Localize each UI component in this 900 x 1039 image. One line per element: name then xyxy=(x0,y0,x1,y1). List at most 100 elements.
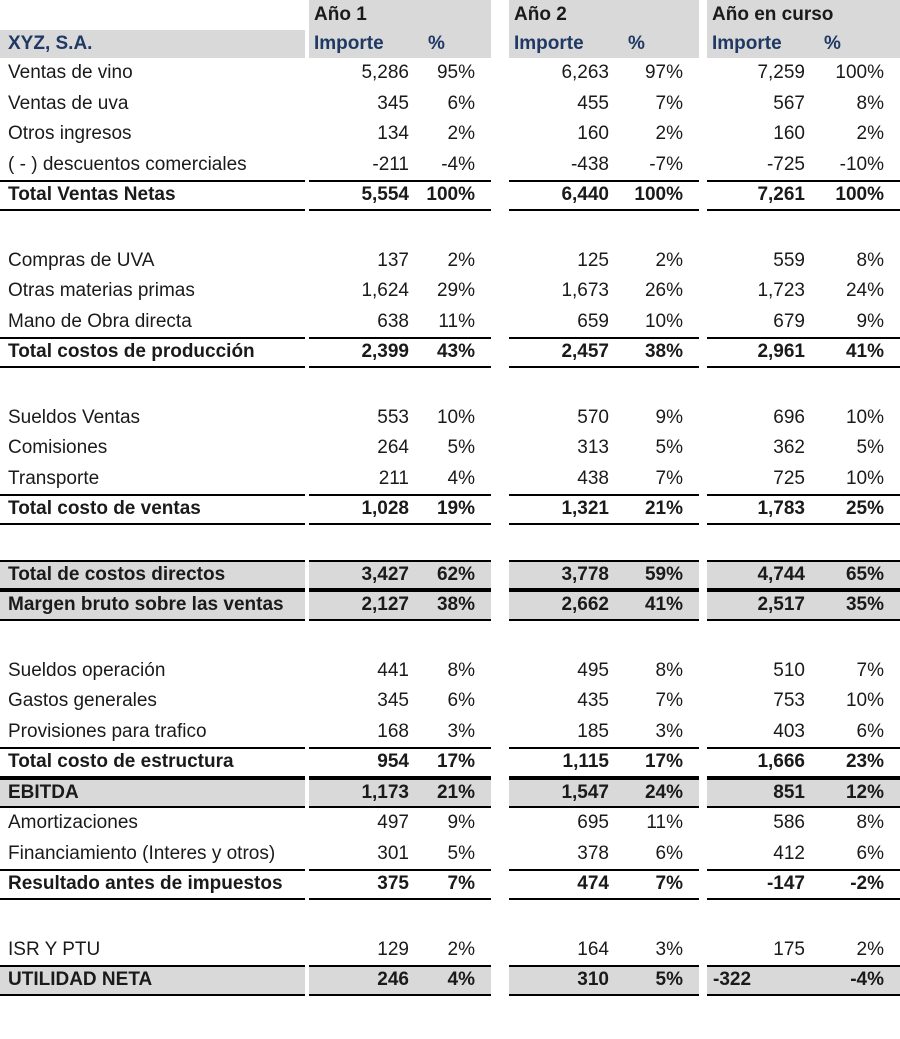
row-label: Amortizaciones xyxy=(8,812,138,834)
percent-cell-year2: 5% xyxy=(621,965,699,996)
amount-cell-year1: 345 xyxy=(377,690,409,712)
amount-cell-current: 510 xyxy=(773,659,805,681)
current-year-group-header: Año en curso xyxy=(707,0,900,30)
table-row: Otros ingresos 134 2% 160 2% 160 2% xyxy=(0,119,900,150)
amount-cell-year1: 345 xyxy=(377,92,409,114)
amount-cell-current: 175 xyxy=(773,938,805,960)
amount-cell-current: 559 xyxy=(773,249,805,271)
percent-cell-year2: 24% xyxy=(621,777,699,808)
column-gap xyxy=(491,839,509,870)
percent-cell-current: 100% xyxy=(835,62,884,84)
amount-cell-current: -147 xyxy=(707,869,817,900)
column-gap xyxy=(699,656,707,687)
percent-cell-current: 6% xyxy=(856,842,884,864)
row-label: UTILIDAD NETA xyxy=(0,965,305,996)
percent-cell-year1: 2% xyxy=(447,938,475,960)
table-row: Gastos generales 345 6% 435 7% 753 10% xyxy=(0,686,900,717)
amount-cell-year1: 2,127 xyxy=(309,590,421,621)
percent-cell-year1: -4% xyxy=(441,153,475,175)
column-gap xyxy=(491,494,509,525)
column-gap xyxy=(491,747,509,778)
header-empty-corner xyxy=(0,0,305,30)
percent-cell-year1: 95% xyxy=(436,62,475,84)
percent-header-current: % xyxy=(817,30,900,58)
amount-cell-year1: 375 xyxy=(309,869,421,900)
column-gap xyxy=(491,808,509,839)
percent-cell-year2: 3% xyxy=(655,938,683,960)
percent-cell-year2: 97% xyxy=(644,62,683,84)
column-gap xyxy=(491,560,509,591)
percent-cell-year2: 11% xyxy=(646,812,683,834)
percent-cell-year2: 59% xyxy=(621,559,699,590)
column-gap xyxy=(491,246,509,277)
amount-cell-year1: 1,624 xyxy=(361,280,409,302)
percent-cell-current: 12% xyxy=(817,777,900,808)
percent-cell-year2: 7% xyxy=(621,869,699,900)
percent-cell-year1: 7% xyxy=(421,869,491,900)
row-label: Total Ventas Netas xyxy=(0,180,305,211)
table-row: ISR Y PTU 129 2% 164 3% 175 2% xyxy=(0,935,900,966)
column-gap xyxy=(491,337,509,368)
amount-cell-year2: 2,662 xyxy=(509,590,621,621)
amount-cell-current: 586 xyxy=(773,812,805,834)
percent-cell-year2: 6% xyxy=(655,842,683,864)
amount-cell-year1: 1,028 xyxy=(309,494,421,525)
percent-cell-year2: 5% xyxy=(655,437,683,459)
amount-cell-year2: 125 xyxy=(577,249,609,271)
percent-cell-year1: 8% xyxy=(447,659,475,681)
amount-cell-year2: 160 xyxy=(577,123,609,145)
amount-cell-current: 412 xyxy=(773,842,805,864)
company-name: XYZ, S.A. xyxy=(0,30,305,58)
spacer-row xyxy=(0,525,900,560)
percent-cell-year2: 41% xyxy=(621,590,699,621)
amount-cell-year1: 3,427 xyxy=(309,559,421,590)
table-row: Otras materias primas 1,624 29% 1,673 26% 1,7… xyxy=(0,276,900,307)
row-label: Sueldos operación xyxy=(8,659,166,681)
amount-cell-year1: 553 xyxy=(377,406,409,428)
row-label: Otros ingresos xyxy=(8,123,132,145)
row-label: Total costo de ventas xyxy=(0,494,305,525)
table-body: Ventas de vino 5,286 95% 6,263 97% 7,259 100% V… xyxy=(0,58,900,996)
amount-cell-year2: 495 xyxy=(577,659,609,681)
year1-group-header: Año 1 xyxy=(309,0,491,30)
column-gap xyxy=(491,150,509,181)
column-gap xyxy=(491,0,509,30)
percent-cell-year1: 4% xyxy=(447,467,475,489)
table-row: Transporte 211 4% 438 7% 725 10% xyxy=(0,464,900,495)
column-gap xyxy=(699,150,707,181)
column-gap xyxy=(699,747,707,778)
column-gap xyxy=(491,656,509,687)
column-gap xyxy=(699,30,707,58)
table-row: Sueldos Ventas 553 10% 570 9% 696 10% xyxy=(0,403,900,434)
percent-cell-current: -4% xyxy=(817,965,900,996)
table-row: Total Ventas Netas 5,554 100% 6,440 100% 7,26… xyxy=(0,180,900,211)
percent-cell-year2: 21% xyxy=(621,494,699,525)
amount-cell-year1: 134 xyxy=(377,123,409,145)
amount-cell-year2: 474 xyxy=(509,869,621,900)
table-row: Total de costos directos 3,427 62% 3,778 59%… xyxy=(0,559,900,591)
amount-cell-current: 160 xyxy=(773,123,805,145)
percent-cell-current: 10% xyxy=(845,406,884,428)
amount-cell-current: 851 xyxy=(707,777,817,808)
amount-cell-year1: 129 xyxy=(377,938,409,960)
amount-cell-year2: 3,778 xyxy=(509,559,621,590)
amount-cell-current: 753 xyxy=(773,690,805,712)
percent-cell-year1: 2% xyxy=(447,123,475,145)
amount-cell-current: 567 xyxy=(773,92,805,114)
column-gap xyxy=(699,433,707,464)
amount-cell-year1: 954 xyxy=(309,747,421,778)
amount-cell-current: 725 xyxy=(773,467,805,489)
column-gap xyxy=(699,246,707,277)
percent-cell-current: 35% xyxy=(817,590,900,621)
percent-cell-current: 24% xyxy=(845,280,884,302)
row-label: Transporte xyxy=(8,467,100,489)
row-label: ISR Y PTU xyxy=(8,938,101,960)
amount-cell-year1: 2,399 xyxy=(309,337,421,368)
amount-cell-year2: 164 xyxy=(577,938,609,960)
amount-cell-current: 1,723 xyxy=(757,280,805,302)
amount-cell-year2: -438 xyxy=(570,153,609,175)
column-gap xyxy=(491,464,509,495)
amount-cell-current: -322 xyxy=(707,965,817,996)
column-gap xyxy=(699,965,707,996)
amount-cell-year2: 1,115 xyxy=(509,747,621,778)
